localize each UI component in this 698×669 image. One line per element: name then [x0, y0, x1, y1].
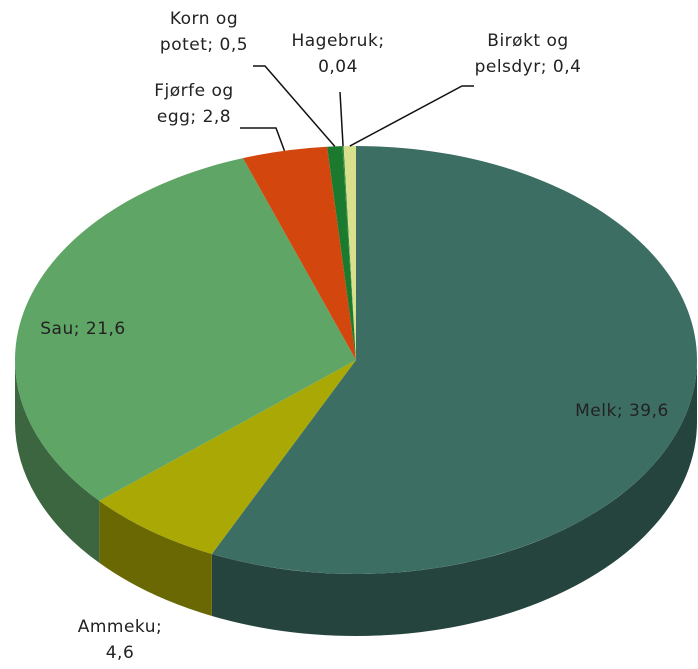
category-label: Birøkt og pelsdyr [474, 31, 569, 77]
value-label: 2,8 [202, 107, 232, 127]
label-separator: ; [540, 57, 547, 77]
value-label: 39,6 [628, 401, 669, 421]
slice [211, 146, 698, 574]
category-label: Hagebruk [291, 31, 379, 51]
slice [99, 360, 356, 554]
data-label: Birøkt og pelsdyr; 0,4 [470, 28, 586, 80]
category-label: Melk [575, 401, 617, 421]
slice [15, 158, 357, 501]
leader-line [253, 65, 336, 147]
category-label: Ammeku [77, 617, 157, 637]
data-label: Ammeku; 4,6 [70, 614, 170, 666]
data-label: Fjørfe og egg; 2,8 [132, 78, 256, 130]
data-label: Melk; 39,6 [546, 398, 698, 424]
data-label: Korn og potet; 0,5 [142, 6, 266, 58]
leader-line [240, 127, 286, 152]
value-label: 0,04 [318, 57, 358, 77]
leader-line [349, 85, 474, 147]
category-label: Sau [40, 319, 74, 339]
label-separator: ; [73, 319, 80, 339]
label-separator: ; [378, 31, 385, 51]
slice-side [99, 500, 212, 616]
slice [327, 146, 356, 360]
slice [342, 146, 356, 360]
leader-line [339, 91, 344, 147]
value-label: 0,4 [552, 57, 582, 77]
data-label: Sau; 21,6 [18, 316, 148, 342]
slice [242, 146, 356, 360]
category-label: Korn og potet [159, 9, 239, 55]
value-label: 4,6 [105, 643, 135, 663]
slice [343, 146, 356, 360]
slice-side [15, 360, 100, 563]
category-label: Fjørfe og egg [154, 81, 234, 127]
label-separator: ; [156, 617, 163, 637]
label-separator: ; [207, 35, 214, 55]
data-label: Hagebruk; 0,04 [282, 28, 394, 80]
value-label: 21,6 [85, 319, 126, 339]
slice-side [211, 360, 698, 636]
label-separator: ; [616, 401, 624, 421]
value-label: 0,5 [219, 35, 249, 55]
label-separator: ; [190, 107, 197, 127]
